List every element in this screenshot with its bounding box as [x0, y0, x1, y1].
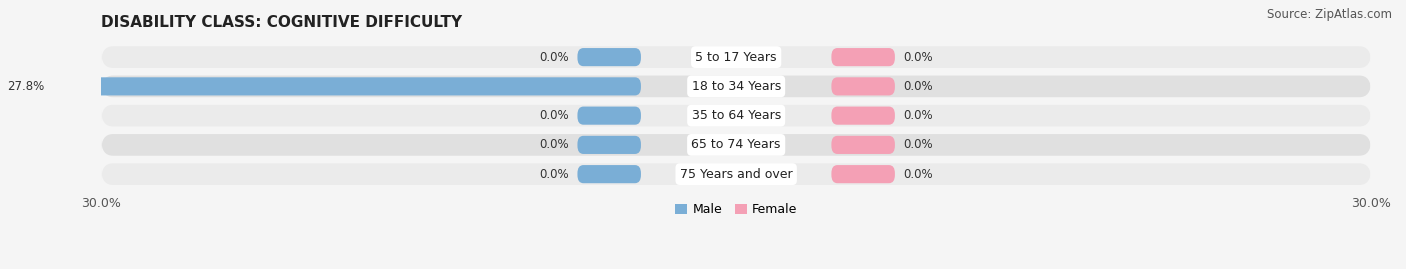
- Text: 0.0%: 0.0%: [904, 109, 934, 122]
- FancyBboxPatch shape: [578, 165, 641, 183]
- Text: 5 to 17 Years: 5 to 17 Years: [696, 51, 778, 64]
- FancyBboxPatch shape: [831, 165, 894, 183]
- FancyBboxPatch shape: [578, 107, 641, 125]
- Text: 0.0%: 0.0%: [904, 138, 934, 151]
- FancyBboxPatch shape: [101, 76, 1371, 97]
- FancyBboxPatch shape: [831, 136, 894, 154]
- Text: 65 to 74 Years: 65 to 74 Years: [692, 138, 780, 151]
- Text: 0.0%: 0.0%: [904, 168, 934, 181]
- FancyBboxPatch shape: [101, 163, 1371, 185]
- Text: 35 to 64 Years: 35 to 64 Years: [692, 109, 780, 122]
- Text: 0.0%: 0.0%: [540, 138, 569, 151]
- Legend: Male, Female: Male, Female: [669, 198, 803, 221]
- FancyBboxPatch shape: [831, 77, 894, 95]
- FancyBboxPatch shape: [52, 77, 641, 95]
- Text: 0.0%: 0.0%: [540, 109, 569, 122]
- FancyBboxPatch shape: [578, 48, 641, 66]
- FancyBboxPatch shape: [831, 48, 894, 66]
- FancyBboxPatch shape: [578, 136, 641, 154]
- Text: 0.0%: 0.0%: [540, 51, 569, 64]
- Text: 0.0%: 0.0%: [904, 80, 934, 93]
- Text: DISABILITY CLASS: COGNITIVE DIFFICULTY: DISABILITY CLASS: COGNITIVE DIFFICULTY: [101, 15, 463, 30]
- FancyBboxPatch shape: [101, 134, 1371, 156]
- FancyBboxPatch shape: [101, 46, 1371, 68]
- Text: Source: ZipAtlas.com: Source: ZipAtlas.com: [1267, 8, 1392, 21]
- FancyBboxPatch shape: [831, 107, 894, 125]
- FancyBboxPatch shape: [101, 105, 1371, 126]
- Text: 18 to 34 Years: 18 to 34 Years: [692, 80, 780, 93]
- Text: 27.8%: 27.8%: [7, 80, 44, 93]
- Text: 0.0%: 0.0%: [904, 51, 934, 64]
- Text: 0.0%: 0.0%: [540, 168, 569, 181]
- Text: 75 Years and over: 75 Years and over: [681, 168, 793, 181]
